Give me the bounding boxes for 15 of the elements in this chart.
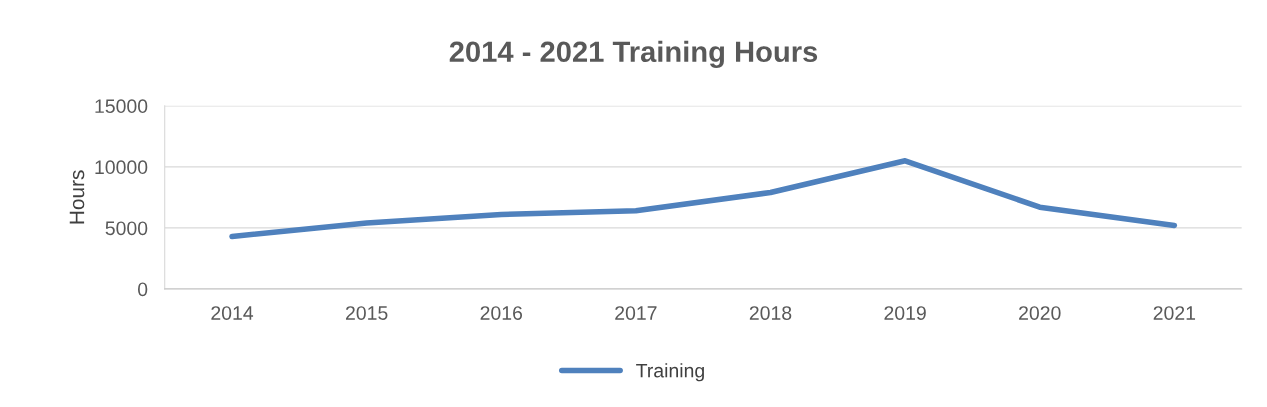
x-tick-label: 2016 (480, 306, 523, 320)
x-tick-label: 2015 (345, 306, 388, 320)
chart-title: 2014 - 2021 Training Hours (449, 40, 818, 69)
x-tick-label: 2019 (884, 306, 926, 320)
x-tick-label: 2020 (1019, 306, 1061, 320)
x-tick-label: 2014 (211, 306, 254, 320)
legend-label: Training (636, 363, 704, 382)
x-tick-label: 2017 (615, 306, 657, 320)
y-tick-label: 5000 (105, 221, 148, 236)
y-tick-label: 0 (137, 282, 148, 297)
x-tick-label: 2018 (749, 306, 792, 320)
y-axis-title: Hours (69, 170, 85, 224)
x-tick-label: 2021 (1153, 306, 1196, 320)
y-tick-label: 10000 (95, 160, 148, 175)
y-tick-label: 15000 (95, 99, 148, 114)
